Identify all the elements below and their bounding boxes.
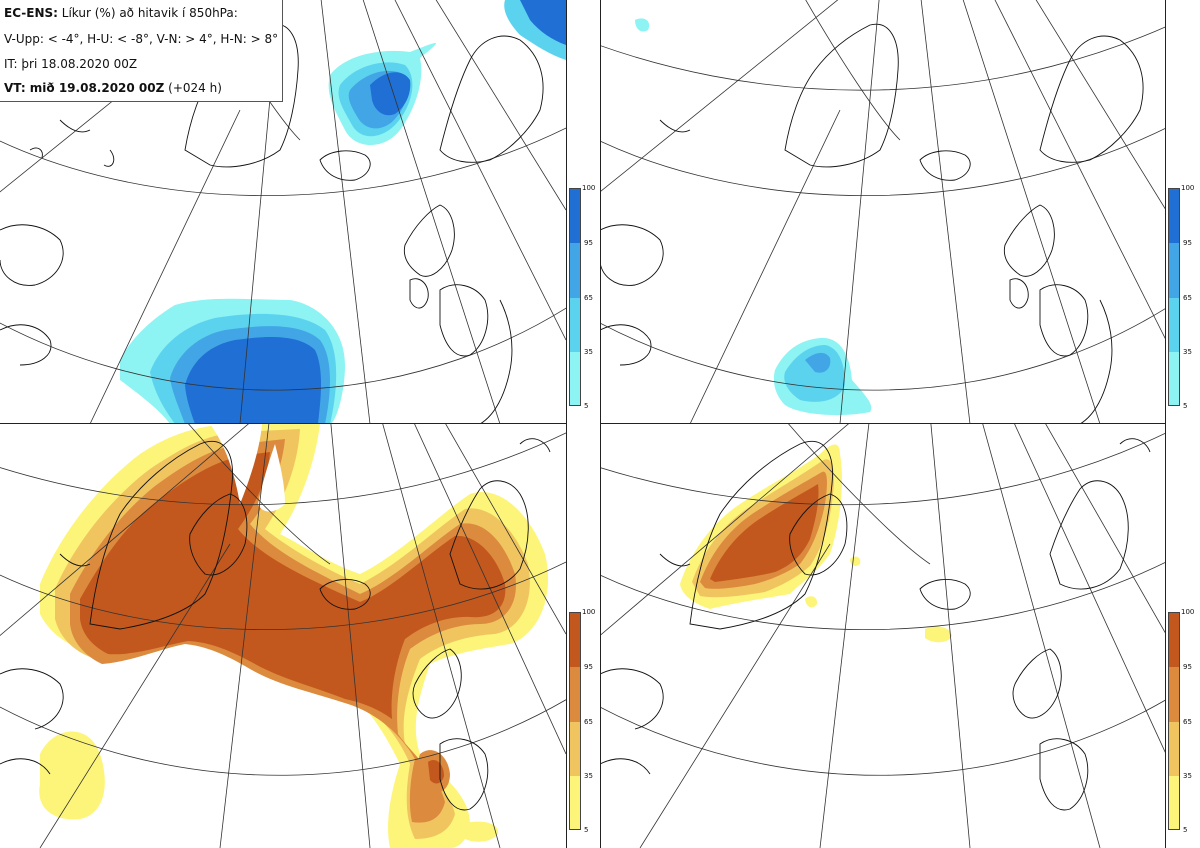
graticule: [0, 424, 566, 848]
probability-field: [680, 444, 952, 643]
map-panel-warm-plus8: [600, 424, 1166, 848]
map-panel-warm-plus4: [0, 424, 566, 848]
tick-label: 5: [584, 402, 589, 410]
tick-label: 35: [584, 348, 593, 356]
map-canvas: [600, 424, 1166, 848]
graticule: [0, 0, 566, 424]
title-text: Líkur (%) að hitavik í 850hPa:: [61, 6, 238, 20]
valid-time: VT: mið 19.08.2020 00Z: [4, 81, 165, 95]
graticule: [600, 424, 1166, 848]
colorbar-warm-left: 100 95 65 35 5: [569, 608, 595, 834]
map-canvas: [0, 424, 566, 848]
coastlines: [600, 23, 1144, 424]
probability-field: [635, 18, 872, 416]
tick-label: 95: [584, 663, 593, 671]
map-header: EC-ENS: Líkur (%) að hitavik í 850hPa: V…: [0, 0, 283, 102]
lead-time: (+024 h): [168, 81, 222, 95]
tick-label: 35: [1183, 772, 1192, 780]
panel-divider: [0, 423, 566, 424]
tick-label: 65: [584, 718, 593, 726]
map-canvas: [600, 0, 1166, 424]
tick-label: 100: [1181, 184, 1195, 192]
colorbar-warm-right: 100 95 65 35 5: [1168, 608, 1194, 834]
colorbar-cold-right: 100 95 65 35 5: [1168, 184, 1194, 410]
tick-label: 35: [584, 772, 593, 780]
tick-label: 95: [584, 239, 593, 247]
coastlines: [0, 438, 551, 811]
panel-divider: [566, 0, 567, 848]
tick-label: 100: [582, 184, 596, 192]
coastlines: [0, 23, 544, 424]
tick-label: 95: [1183, 663, 1192, 671]
tick-label: 65: [1183, 294, 1192, 302]
map-panel-cold-minus4: EC-ENS: Líkur (%) að hitavik í 850hPa: V…: [0, 0, 566, 424]
panel-divider: [600, 423, 1166, 424]
tick-label: 100: [582, 608, 596, 616]
colorbar-cold-left: 100 95 65 35 5: [569, 184, 595, 410]
tick-label: 35: [1183, 348, 1192, 356]
panel-divider: [1165, 0, 1166, 848]
graticule: [600, 0, 1166, 424]
thresholds-text: V-Upp: < -4°, H-U: < -8°, V-N: > 4°, H-N…: [4, 32, 279, 46]
probability-field: [39, 424, 549, 848]
tick-label: 5: [584, 826, 589, 834]
tick-label: 5: [1183, 826, 1188, 834]
tick-label: 5: [1183, 402, 1188, 410]
tick-label: 65: [584, 294, 593, 302]
map-canvas: [0, 0, 566, 424]
initial-time: IT: þri 18.08.2020 00Z: [4, 57, 138, 71]
coastlines: [600, 438, 1151, 811]
tick-label: 100: [1181, 608, 1195, 616]
tick-label: 95: [1183, 239, 1192, 247]
probability-field: [120, 0, 566, 424]
panel-divider: [600, 0, 601, 848]
tick-label: 65: [1183, 718, 1192, 726]
model-label: EC-ENS:: [4, 6, 58, 20]
map-panel-cold-minus8: [600, 0, 1166, 424]
